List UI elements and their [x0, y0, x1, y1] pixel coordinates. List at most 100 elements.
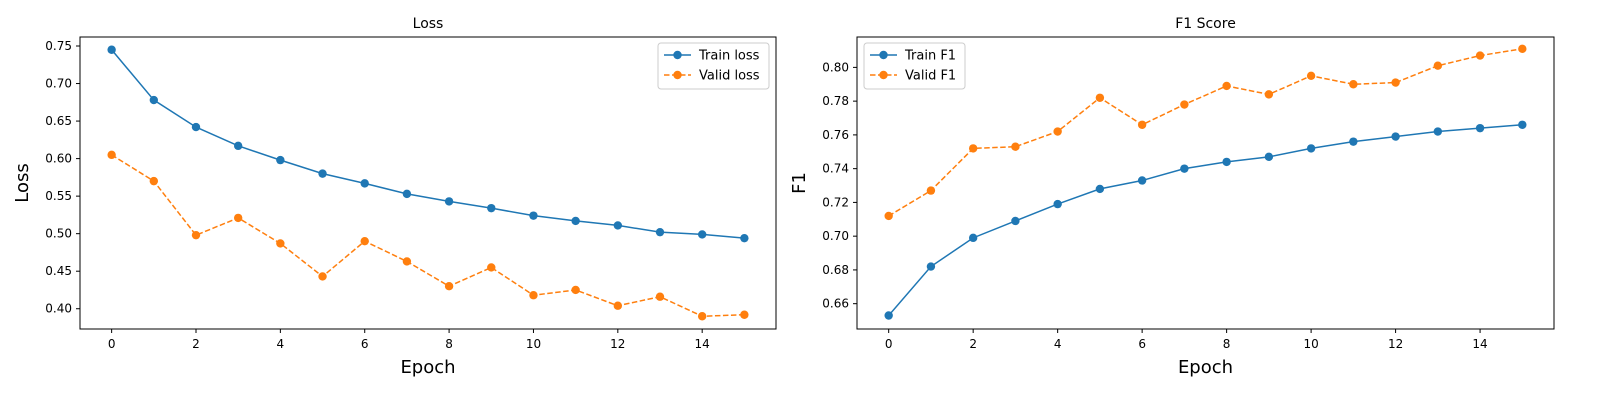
data-point — [968, 233, 978, 243]
legend-label: Train loss — [698, 49, 760, 64]
data-point — [1222, 81, 1231, 91]
data-point — [655, 227, 665, 237]
data-point — [233, 213, 243, 223]
data-point — [884, 311, 893, 320]
legend-marker — [673, 70, 682, 80]
data-point — [1518, 120, 1527, 129]
data-point — [487, 203, 496, 213]
y-tick-label: 0.70 — [45, 77, 72, 91]
data-point — [360, 236, 369, 246]
data-point — [276, 239, 285, 248]
y-tick-label: 0.66 — [822, 297, 849, 311]
data-point — [1264, 90, 1274, 99]
data-point — [444, 282, 454, 291]
x-tick-label: 2 — [969, 337, 977, 351]
data-point — [149, 95, 159, 105]
x-axis-label: Epoch — [1178, 357, 1233, 378]
data-point — [968, 144, 978, 153]
data-point — [529, 291, 538, 300]
data-point — [402, 189, 412, 199]
data-point — [1137, 120, 1147, 129]
data-point — [1053, 127, 1062, 136]
y-tick-label: 0.74 — [822, 162, 849, 176]
x-tick-label: 8 — [445, 337, 453, 351]
y-tick-label: 0.55 — [45, 189, 72, 203]
y-tick-label: 0.80 — [822, 60, 849, 74]
data-point — [191, 230, 201, 240]
data-point — [1222, 157, 1231, 167]
x-tick-label: 2 — [192, 337, 200, 351]
plot-frame — [79, 36, 777, 330]
chart-title: Loss — [413, 16, 444, 32]
x-tick-label: 12 — [1388, 337, 1403, 351]
data-point — [1053, 199, 1062, 209]
data-point — [1011, 216, 1020, 226]
data-point — [1264, 152, 1274, 162]
data-point — [1433, 127, 1443, 136]
data-point — [1475, 51, 1485, 60]
data-point — [697, 230, 707, 239]
data-point — [884, 211, 893, 221]
x-tick-label: 8 — [1223, 337, 1231, 351]
data-point — [360, 179, 369, 188]
data-point — [487, 263, 496, 272]
x-tick-label: 0 — [108, 337, 116, 351]
y-tick-label: 0.75 — [45, 39, 72, 53]
data-point — [1433, 61, 1443, 70]
data-point — [276, 155, 285, 165]
data-point — [318, 272, 327, 281]
y-axis-label: F1 — [789, 172, 810, 194]
x-tick-label: 14 — [695, 337, 710, 351]
x-tick-label: 6 — [1138, 337, 1146, 351]
x-axis-label: Epoch — [400, 357, 455, 378]
data-point — [1391, 78, 1400, 87]
series-line-1 — [888, 48, 1523, 217]
plot-frame — [856, 36, 1555, 330]
data-point — [697, 312, 707, 321]
data-point — [1391, 132, 1400, 141]
x-tick-label: 10 — [526, 337, 541, 351]
x-tick-label: 4 — [1054, 337, 1062, 351]
data-point — [613, 221, 623, 230]
chart-title: F1 Score — [1175, 16, 1236, 32]
data-point — [926, 262, 936, 271]
data-point — [571, 285, 580, 295]
data-point — [529, 211, 538, 220]
x-tick-label: 6 — [361, 337, 369, 351]
data-point — [1137, 176, 1147, 185]
data-point — [149, 176, 159, 186]
data-point — [233, 141, 243, 151]
legend-label: Valid loss — [699, 69, 760, 84]
data-point — [1011, 142, 1020, 151]
chart-0: Loss 0 2 4 6 8 10 12 14 0.40 0.45 0.50 0.55 0.60 0.65 0… — [12, 16, 777, 378]
y-tick-label: 0.72 — [822, 195, 849, 209]
data-point — [613, 301, 623, 310]
data-point — [444, 197, 454, 206]
data-point — [1349, 137, 1358, 146]
chart-1: F1 Score 0 2 4 6 8 10 12 14 0.66 0.68 0.70 0.72 0.74 0… — [789, 16, 1555, 378]
series-line-1 — [111, 154, 745, 317]
y-tick-label: 0.50 — [45, 227, 72, 241]
y-tick-label: 0.60 — [45, 152, 72, 166]
x-tick-label: 0 — [885, 337, 893, 351]
y-tick-label: 0.65 — [45, 114, 72, 128]
legend-marker — [879, 70, 888, 80]
y-tick-label: 0.76 — [822, 128, 849, 142]
data-point — [1095, 93, 1105, 102]
legend-label: Valid F1 — [905, 69, 956, 84]
y-tick-label: 0.78 — [822, 94, 849, 108]
data-point — [571, 216, 580, 226]
data-point — [1518, 44, 1527, 54]
x-tick-label: 10 — [1303, 337, 1318, 351]
legend: Train F1 Valid F1 — [863, 42, 966, 90]
data-point — [740, 310, 749, 319]
legend: Train loss Valid loss — [657, 42, 770, 90]
y-tick-label: 0.40 — [45, 302, 72, 316]
x-tick-label: 14 — [1472, 337, 1487, 351]
data-point — [1180, 164, 1189, 173]
legend-marker — [879, 50, 888, 60]
series-line-0 — [888, 124, 1523, 316]
data-point — [740, 233, 749, 243]
legend-label: Train F1 — [904, 49, 956, 64]
